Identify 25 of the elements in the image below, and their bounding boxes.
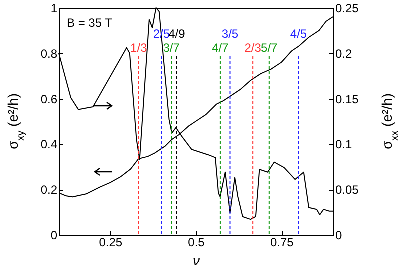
y2-tick-label: 0.25 — [336, 2, 360, 16]
y-tick-label: 0.4 — [40, 138, 58, 152]
y2-tick-label: 0.15 — [336, 92, 360, 106]
y-tick-label: 0 — [50, 228, 58, 242]
y-tick-label: 0.2 — [40, 183, 58, 198]
x-axis-title: ν — [193, 252, 200, 268]
y2-tick-label: 0.05 — [336, 183, 360, 198]
annotation: 3/7 — [163, 41, 180, 55]
y2-tick-label: 0.1 — [336, 138, 353, 152]
annotation: B = 35 T — [67, 16, 114, 30]
annotation: 1/3 — [130, 41, 148, 55]
annotation: 5/7 — [261, 41, 278, 55]
x-tick-label: 0.25 — [99, 236, 123, 250]
annotation: 4/9 — [168, 27, 186, 41]
x-tick-label: 0.75 — [270, 236, 294, 250]
y-tick-label: 0.6 — [40, 92, 58, 106]
annotation: 4/5 — [290, 27, 308, 41]
y-tick-label: 1 — [50, 2, 58, 16]
annotation: 2/3 — [244, 41, 262, 55]
annotation: 3/5 — [222, 27, 239, 41]
annotation: 4/7 — [212, 41, 230, 55]
x-tick-label: 0.5 — [188, 236, 206, 250]
y2-tick-label: 0 — [336, 228, 342, 242]
y2-tick-label: 0.2 — [336, 46, 353, 61]
y-tick-label: 0.8 — [40, 46, 58, 61]
